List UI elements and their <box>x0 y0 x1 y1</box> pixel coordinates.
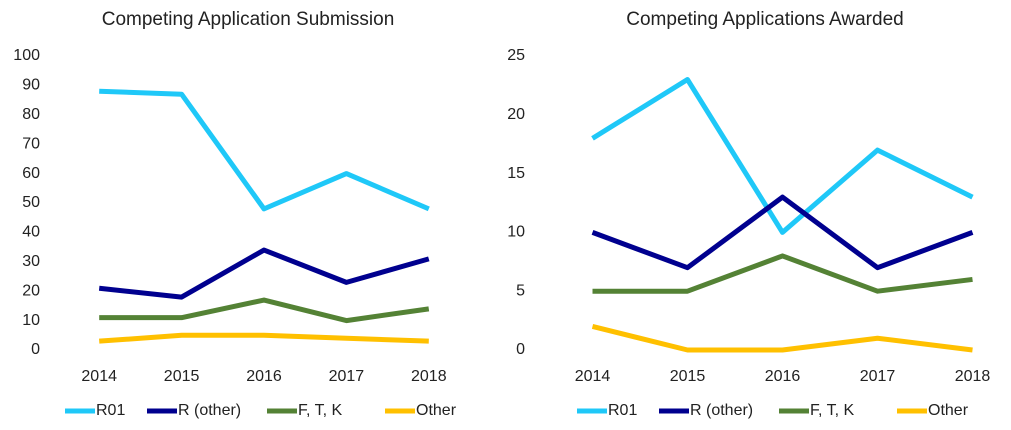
legend-label: R01 <box>608 402 637 419</box>
x-tick-label: 2018 <box>955 368 991 385</box>
y-tick-label: 100 <box>13 47 40 64</box>
x-tick-label: 2015 <box>670 368 706 385</box>
x-tick-label: 2016 <box>765 368 801 385</box>
y-tick-label: 5 <box>516 282 525 299</box>
x-tick-label: 2015 <box>164 368 200 385</box>
y-tick-label: 0 <box>516 341 525 358</box>
x-tick-label: 2014 <box>81 368 117 385</box>
series-line <box>99 88 430 212</box>
x-tick-label: 2018 <box>411 368 447 385</box>
legend-label: F, T, K <box>810 402 854 419</box>
y-tick-label: 20 <box>507 106 525 123</box>
y-tick-label: 25 <box>507 47 525 64</box>
y-tick-label: 10 <box>507 224 525 241</box>
x-tick-label: 2014 <box>575 368 611 385</box>
series-line <box>591 194 974 271</box>
legend-label: Other <box>416 402 457 419</box>
legend-label: R01 <box>96 402 125 419</box>
series-line <box>591 324 973 353</box>
legend-label: F, T, K <box>298 402 342 419</box>
y-tick-label: 20 <box>22 282 40 299</box>
y-tick-label: 40 <box>22 224 40 241</box>
y-tick-label: 10 <box>22 312 40 329</box>
chart-title: Competing Applications Awarded <box>626 9 903 30</box>
x-tick-label: 2017 <box>329 368 365 385</box>
y-tick-label: 30 <box>22 253 40 270</box>
x-tick-label: 2016 <box>246 368 282 385</box>
series-line <box>99 297 430 324</box>
x-tick-label: 2017 <box>860 368 896 385</box>
y-tick-label: 50 <box>22 194 40 211</box>
y-tick-label: 60 <box>22 165 40 182</box>
series-line <box>98 247 430 300</box>
legend-label: R (other) <box>690 402 753 419</box>
legend-label: R (other) <box>178 402 241 419</box>
y-tick-label: 90 <box>22 77 40 94</box>
y-tick-label: 0 <box>31 341 40 358</box>
chart-title: Competing Application Submission <box>102 9 395 30</box>
series-line <box>591 77 974 235</box>
y-tick-label: 15 <box>507 165 525 182</box>
series-line <box>99 332 429 344</box>
y-tick-label: 70 <box>22 135 40 152</box>
y-tick-label: 80 <box>22 106 40 123</box>
series-line <box>592 253 973 294</box>
legend-label: Other <box>928 402 969 419</box>
